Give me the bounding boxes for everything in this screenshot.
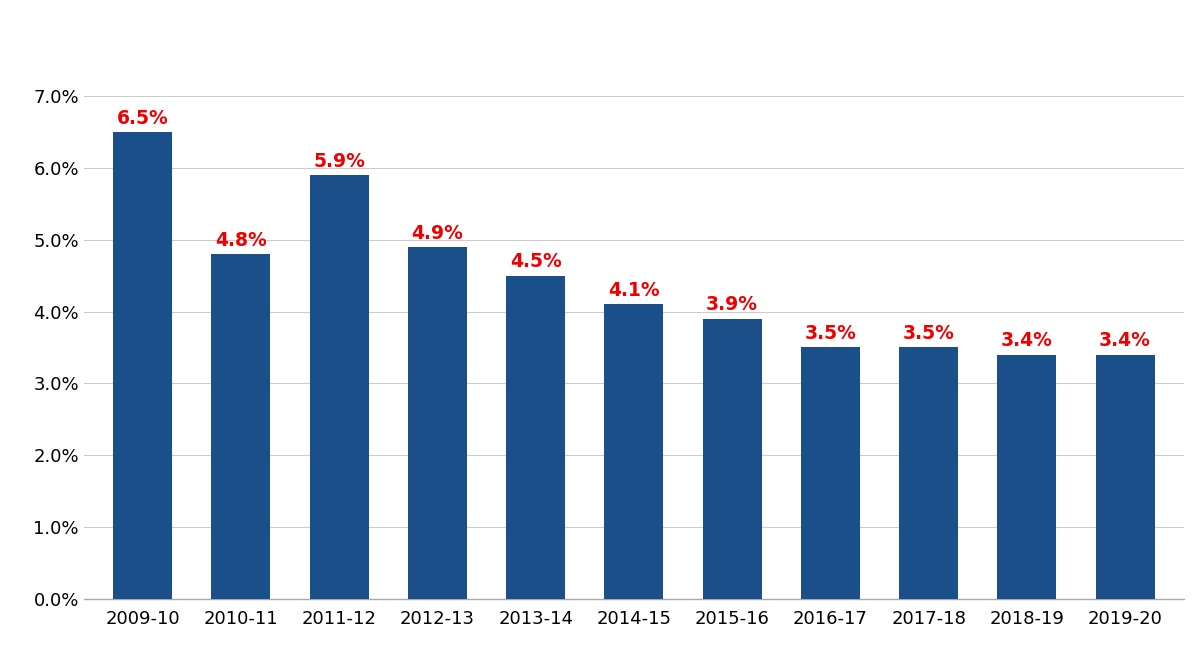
Text: 3.5%: 3.5% xyxy=(903,324,954,343)
Bar xyxy=(703,319,762,598)
Text: 4.1%: 4.1% xyxy=(608,281,660,300)
Bar xyxy=(212,254,270,598)
Text: 4.9%: 4.9% xyxy=(411,223,463,243)
Text: 3.4%: 3.4% xyxy=(1099,331,1151,350)
Bar xyxy=(604,305,664,598)
Bar xyxy=(506,276,565,598)
Bar xyxy=(114,132,172,598)
Text: 3.9%: 3.9% xyxy=(706,295,758,315)
Bar xyxy=(310,176,368,598)
Text: 4.8%: 4.8% xyxy=(215,231,267,250)
Text: India’s Fiscal Deficit as % of GDP: India’s Fiscal Deficit as % of GDP xyxy=(300,29,896,61)
Bar xyxy=(997,354,1056,598)
Bar xyxy=(801,348,860,598)
Text: 3.4%: 3.4% xyxy=(1001,331,1052,350)
Bar xyxy=(408,247,466,598)
Bar xyxy=(1096,354,1154,598)
Text: 6.5%: 6.5% xyxy=(117,109,169,128)
Text: 5.9%: 5.9% xyxy=(313,152,365,171)
Text: 3.5%: 3.5% xyxy=(805,324,856,343)
Bar xyxy=(899,348,958,598)
Text: 4.5%: 4.5% xyxy=(509,253,561,271)
